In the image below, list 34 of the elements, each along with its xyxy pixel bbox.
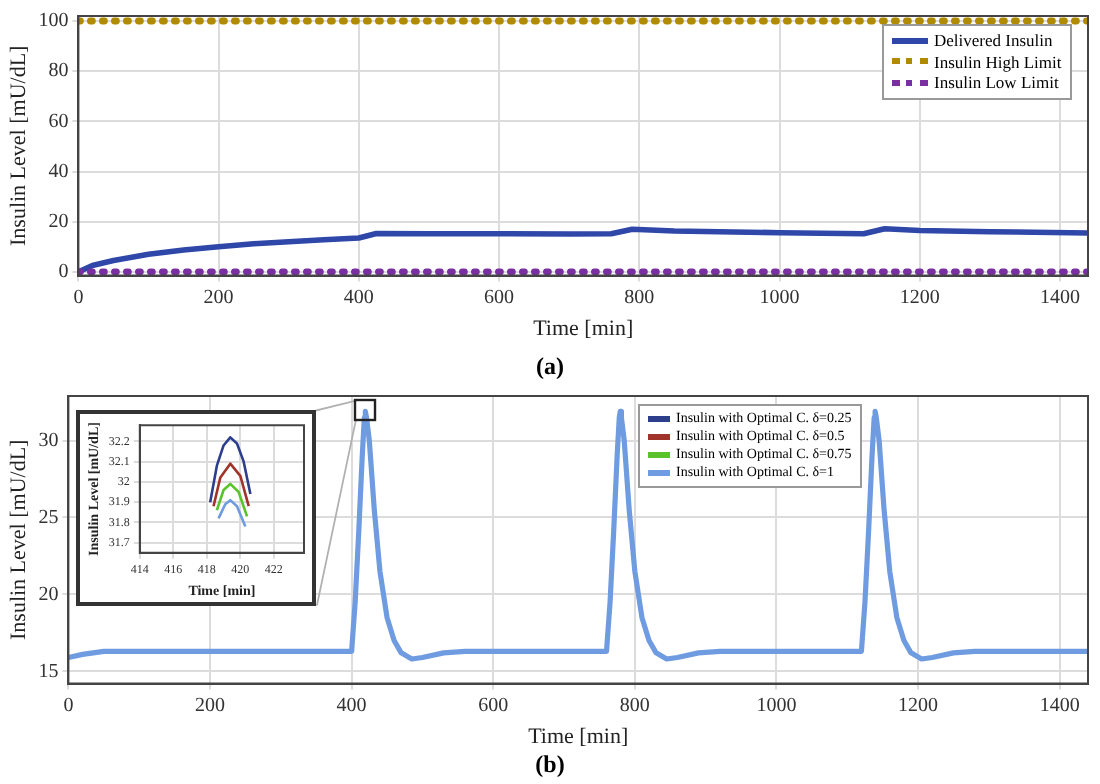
y-tick-label: 20 bbox=[38, 583, 59, 606]
x-tick-label: 1400 bbox=[1039, 694, 1080, 717]
x-tick-label: 800 bbox=[619, 694, 650, 717]
y-tick-label: 0 bbox=[58, 261, 69, 284]
x-tick-label: 400 bbox=[343, 286, 374, 309]
y-tick-label: 80 bbox=[48, 60, 69, 83]
x-axis-title: Time [min] bbox=[528, 724, 629, 749]
y-tick-label: 15 bbox=[38, 660, 59, 683]
y-tick-label: 40 bbox=[48, 160, 69, 183]
x-tick-label: 1200 bbox=[899, 286, 940, 309]
legend-label: Insulin High Limit bbox=[934, 51, 1062, 72]
legend-label: Delivered Insulin bbox=[934, 30, 1053, 51]
x-tick-label: 1400 bbox=[1039, 286, 1080, 309]
legend-label: Insulin Low Limit bbox=[934, 72, 1059, 93]
x-tick-label: 1200 bbox=[898, 694, 939, 717]
y-tick-label: 25 bbox=[38, 506, 59, 529]
y-tick-label: 100 bbox=[38, 10, 69, 33]
x-tick-label: 1000 bbox=[756, 694, 797, 717]
x-tick-label: 600 bbox=[478, 694, 509, 717]
x-tick-label: 1000 bbox=[759, 286, 800, 309]
text: (b) bbox=[533, 750, 567, 780]
text: (a) bbox=[534, 352, 566, 382]
x-tick-label: 0 bbox=[73, 286, 84, 309]
y-tick-label: 20 bbox=[48, 210, 69, 233]
y-axis-title: Insulin Level [mU/dL] bbox=[6, 439, 31, 640]
x-axis-title: Time [min] bbox=[533, 316, 634, 341]
x-tick-label: 400 bbox=[336, 694, 367, 717]
y-tick-label: 60 bbox=[48, 110, 69, 133]
x-tick-label: 600 bbox=[484, 286, 515, 309]
x-tick-label: 200 bbox=[203, 286, 234, 309]
x-tick-label: 800 bbox=[624, 286, 655, 309]
y-axis-title: Insulin Level [mU/dL] bbox=[6, 45, 31, 246]
x-tick-label: 200 bbox=[195, 694, 226, 717]
y-tick-label: 30 bbox=[38, 429, 59, 452]
